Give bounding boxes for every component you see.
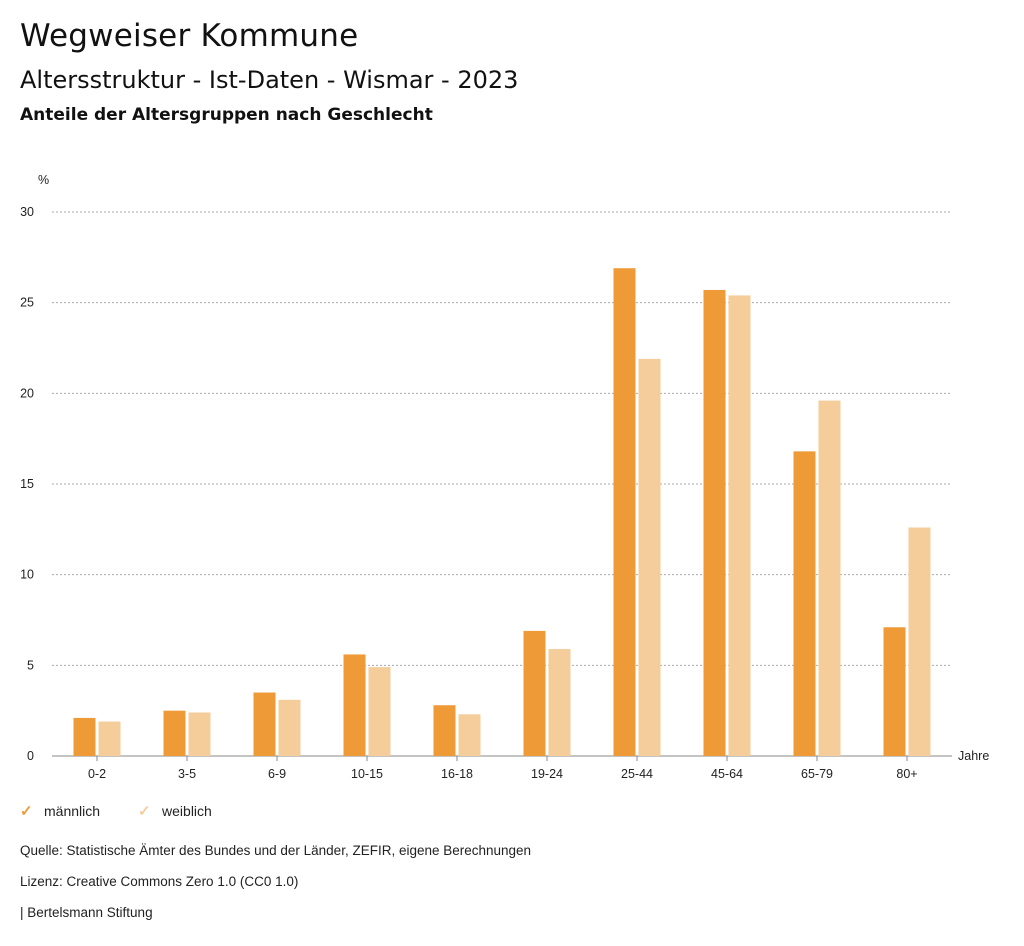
y-tick-label: 5 xyxy=(27,658,34,672)
x-tick-label: 65-79 xyxy=(801,767,833,781)
legend-item-maennlich[interactable]: ✓ männlich xyxy=(20,802,100,820)
y-axis-label: % xyxy=(38,173,49,187)
bar-weiblich-45-64 xyxy=(728,295,751,756)
bar-männlich-16-18 xyxy=(433,705,456,756)
bar-weiblich-19-24 xyxy=(548,649,571,756)
check-icon: ✓ xyxy=(138,803,151,820)
x-tick-label: 45-64 xyxy=(711,767,743,781)
publisher-note: | Bertelsmann Stiftung xyxy=(20,905,153,920)
bar-weiblich-65-79 xyxy=(818,400,841,756)
x-tick-label: 0-2 xyxy=(88,767,106,781)
bar-weiblich-6-9 xyxy=(278,699,301,756)
bar-weiblich-3-5 xyxy=(188,712,211,756)
x-tick-label: 10-15 xyxy=(351,767,383,781)
bar-weiblich-80+ xyxy=(908,527,931,756)
bar-männlich-25-44 xyxy=(613,268,636,756)
bar-männlich-65-79 xyxy=(793,451,816,756)
bar-männlich-45-64 xyxy=(703,289,726,756)
chart-description: Anteile der Altersgruppen nach Geschlech… xyxy=(20,105,433,125)
source-note: Quelle: Statistische Ämter des Bundes un… xyxy=(20,843,532,858)
legend-label-weiblich: weiblich xyxy=(162,803,212,819)
bar-männlich-10-15 xyxy=(343,654,366,756)
bar-weiblich-10-15 xyxy=(368,667,391,756)
bar-männlich-19-24 xyxy=(523,630,546,756)
x-tick-label: 25-44 xyxy=(621,767,653,781)
bar-weiblich-16-18 xyxy=(458,714,481,756)
x-tick-label: 16-18 xyxy=(441,767,473,781)
y-tick-label: 10 xyxy=(20,568,34,582)
x-tick-label: 3-5 xyxy=(178,767,196,781)
license-note: Lizenz: Creative Commons Zero 1.0 (CC0 1… xyxy=(20,874,299,889)
y-tick-label: 15 xyxy=(20,477,34,491)
x-tick-label: 80+ xyxy=(896,767,917,781)
x-axis-label: Jahre xyxy=(958,749,989,763)
legend-label-maennlich: männlich xyxy=(44,803,101,819)
chart-subtitle: Altersstruktur - Ist-Daten - Wismar - 20… xyxy=(20,66,519,94)
bar-männlich-6-9 xyxy=(253,692,276,756)
bar-chart: 0 5 10 15 20 25 30% Jahre 0-2 3-5 6-9 10-15 16-18 19-… xyxy=(20,173,989,781)
bar-weiblich-0-2 xyxy=(98,721,121,756)
bar-männlich-80+ xyxy=(883,627,906,756)
x-tick-label: 19-24 xyxy=(531,767,563,781)
chart-legend: ✓ männlich ✓ weiblich xyxy=(20,802,212,820)
bar-männlich-0-2 xyxy=(73,717,96,756)
y-tick-label: 25 xyxy=(20,296,34,310)
page-title: Wegweiser Kommune xyxy=(20,18,359,54)
y-tick-label: 20 xyxy=(20,386,34,400)
x-tick-label: 6-9 xyxy=(268,767,286,781)
y-tick-label: 30 xyxy=(20,205,34,219)
y-tick-label: 0 xyxy=(27,749,34,763)
bar-männlich-3-5 xyxy=(163,710,186,756)
bar-weiblich-25-44 xyxy=(638,358,661,756)
legend-item-weiblich[interactable]: ✓ weiblich xyxy=(138,802,212,820)
check-icon: ✓ xyxy=(20,803,33,820)
